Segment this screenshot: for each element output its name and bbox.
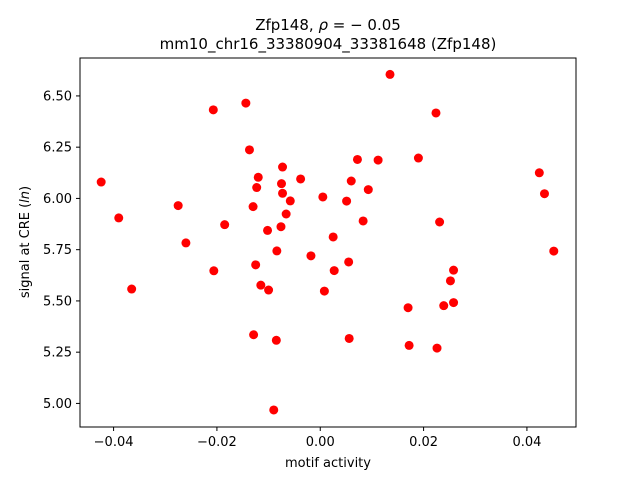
data-point [363,185,373,195]
data-point [251,260,261,270]
x-tick-label: 0.00 [306,435,335,450]
data-point [272,246,282,256]
data-point [344,257,354,267]
data-point [249,330,259,340]
data-point [413,153,423,163]
data-point [253,172,263,182]
data-point [318,192,328,202]
data-point [220,220,230,230]
data-point [431,108,441,118]
data-point [114,213,124,223]
data-point [435,217,445,227]
data-point [264,285,274,295]
data-point [358,216,368,226]
data-point [403,303,413,313]
data-point [306,251,316,261]
chart-title-gene: Zfp148, [255,16,318,34]
y-tick-label: 6.00 [43,192,72,207]
data-point [342,196,352,206]
y-axis-ticks: 5.00 5.25 5.50 5.75 6.00 6.25 6.50 [43,89,80,412]
data-point [328,232,338,242]
data-points [96,69,559,415]
x-tick-label: 0.04 [512,435,541,450]
data-point [549,246,559,256]
data-point [263,225,273,235]
data-point [181,238,191,248]
data-point [385,69,395,79]
data-point [432,343,442,353]
data-point [269,405,279,415]
data-point [319,286,329,296]
data-point [277,179,286,189]
data-point [445,276,455,286]
chart-title-line2: mm10_chr16_33380904_33381648 (Zfp148) [160,35,497,54]
x-axis-ticks: −0.04 −0.02 0.00 0.02 0.04 [94,427,541,450]
data-point [296,174,306,184]
y-axis-label-prefix: signal at CRE ( [18,203,33,298]
data-point [346,176,356,186]
data-point [248,202,258,212]
x-tick-label: 0.02 [409,435,438,450]
y-axis-label: signal at CRE (ln) [18,186,33,298]
plot-area-frame [79,57,577,428]
data-point [344,333,354,343]
y-tick-label: 5.50 [43,294,72,309]
data-point [173,201,183,211]
data-point [534,168,544,178]
data-point [329,266,339,276]
data-point [285,196,295,206]
y-axis-label-suffix: ) [18,186,33,191]
data-point [352,154,362,164]
data-point [208,105,218,115]
data-point [96,177,106,187]
data-point [449,298,459,308]
data-point [449,265,459,275]
data-point [244,145,254,155]
chart-title-rho-value: = − 0.05 [328,16,401,34]
y-tick-label: 5.00 [43,397,72,412]
data-point [404,340,414,350]
y-tick-label: 6.25 [43,141,72,156]
y-axis-label-italic: ln [18,191,33,203]
data-point [278,188,288,198]
data-point [278,162,288,172]
data-point [276,222,286,232]
data-point [256,280,266,290]
y-tick-label: 5.25 [43,346,72,361]
data-point [127,284,137,294]
x-axis-label: motif activity [285,456,371,471]
y-tick-label: 5.75 [43,243,72,258]
x-tick-label: −0.02 [197,435,237,450]
data-point [209,266,219,276]
chart-title-line1: Zfp148, ρ = − 0.05 [255,16,401,34]
data-point [373,155,383,165]
data-point [539,189,549,199]
data-point [281,209,291,219]
chart-title-rho-symbol: ρ [318,16,328,34]
y-tick-label: 6.50 [43,89,72,104]
data-point [252,183,262,193]
data-point [439,301,449,311]
data-point [271,335,281,345]
x-tick-label: −0.04 [94,435,134,450]
data-point [241,98,251,108]
